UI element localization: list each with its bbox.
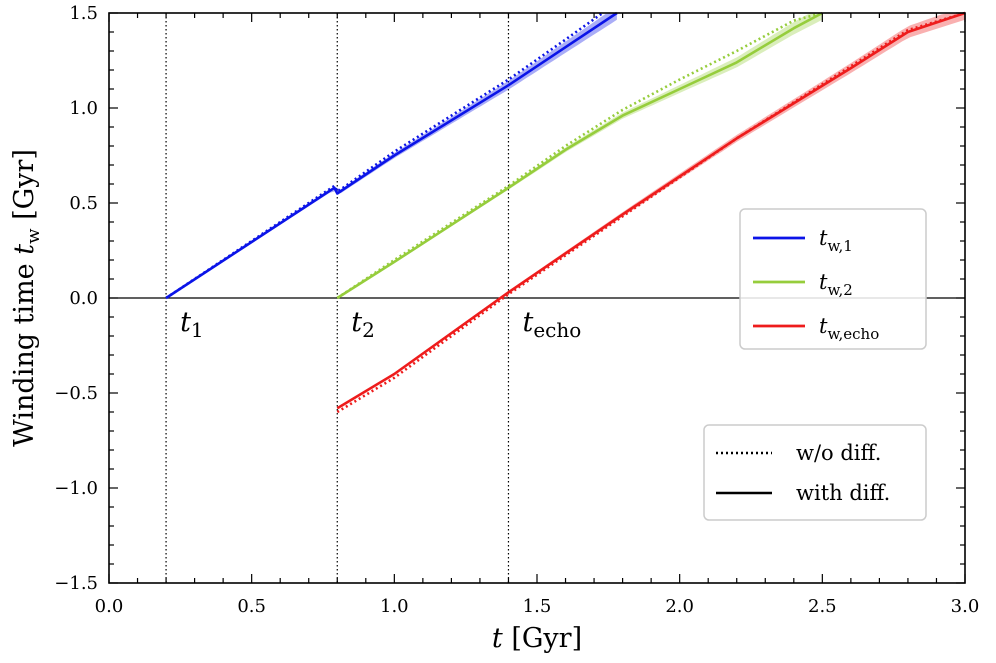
- vline-label-1: t1: [180, 307, 204, 342]
- y-tick-label: 1.5: [69, 3, 98, 24]
- series-legend: tw,1 tw,2 tw,echo: [739, 208, 927, 350]
- vline-label-2: t2: [351, 307, 375, 342]
- line-without-diff-2: [336, 11, 823, 300]
- line-with-diff-2: [336, 11, 823, 300]
- line-without-diff-1: [165, 11, 604, 300]
- event-annotations: t1 t2 techo: [180, 307, 581, 342]
- legend-label-2: tw,2: [819, 270, 853, 299]
- y-tick-labels: −1.5 −1.0 −0.5 0.0 0.5 1.0 1.5: [54, 3, 98, 594]
- style-label-2: with diff.: [796, 481, 890, 505]
- x-tick-labels: 0.0 0.5 1.0 1.5 2.0 2.5 3.0: [95, 596, 980, 617]
- x-tick-label: 3.0: [951, 596, 980, 617]
- line-with-diff-1: [165, 11, 618, 300]
- x-tick-label: 0.5: [237, 596, 266, 617]
- x-tick-label: 0.0: [95, 596, 124, 617]
- x-axis-title: t [Gyr]: [492, 623, 582, 654]
- style-legend: w/o diff. with diff.: [703, 424, 927, 521]
- y-tick-label: −0.5: [54, 383, 98, 404]
- legend-label-3: tw,echo: [819, 314, 879, 343]
- x-tick-label: 1.0: [380, 596, 409, 617]
- line-without-diff-3: [336, 11, 966, 414]
- y-axis-title: Winding time tw [Gyr]: [9, 149, 44, 447]
- legend-label-1: tw,1: [819, 226, 853, 255]
- series-lines: [165, 11, 966, 414]
- style-legend-frame: [703, 424, 927, 521]
- series-legend-frame: [739, 208, 927, 350]
- x-tick-label: 1.5: [523, 596, 552, 617]
- y-tick-label: −1.5: [54, 573, 98, 594]
- y-tick-label: 0.0: [69, 288, 98, 309]
- vline-label-3: techo: [522, 307, 581, 342]
- axis-ticks: [108, 12, 966, 584]
- x-tick-label: 2.0: [665, 596, 694, 617]
- y-tick-label: 0.5: [69, 193, 98, 214]
- y-tick-label: 1.0: [69, 98, 98, 119]
- x-tick-label: 2.5: [808, 596, 837, 617]
- y-tick-label: −1.0: [54, 478, 98, 499]
- style-label-1: w/o diff.: [796, 441, 881, 465]
